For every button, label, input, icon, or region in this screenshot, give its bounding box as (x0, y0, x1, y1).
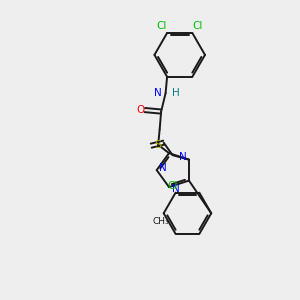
Text: S: S (154, 140, 162, 150)
Text: N: N (172, 184, 179, 194)
Text: Cl: Cl (167, 181, 178, 191)
Text: Cl: Cl (157, 22, 167, 32)
Text: CH₃: CH₃ (153, 217, 169, 226)
Text: H: H (172, 88, 179, 98)
Text: N: N (179, 152, 187, 162)
Text: N: N (159, 163, 167, 173)
Text: N: N (154, 88, 162, 98)
Text: Cl: Cl (193, 22, 203, 32)
Text: O: O (136, 105, 145, 115)
